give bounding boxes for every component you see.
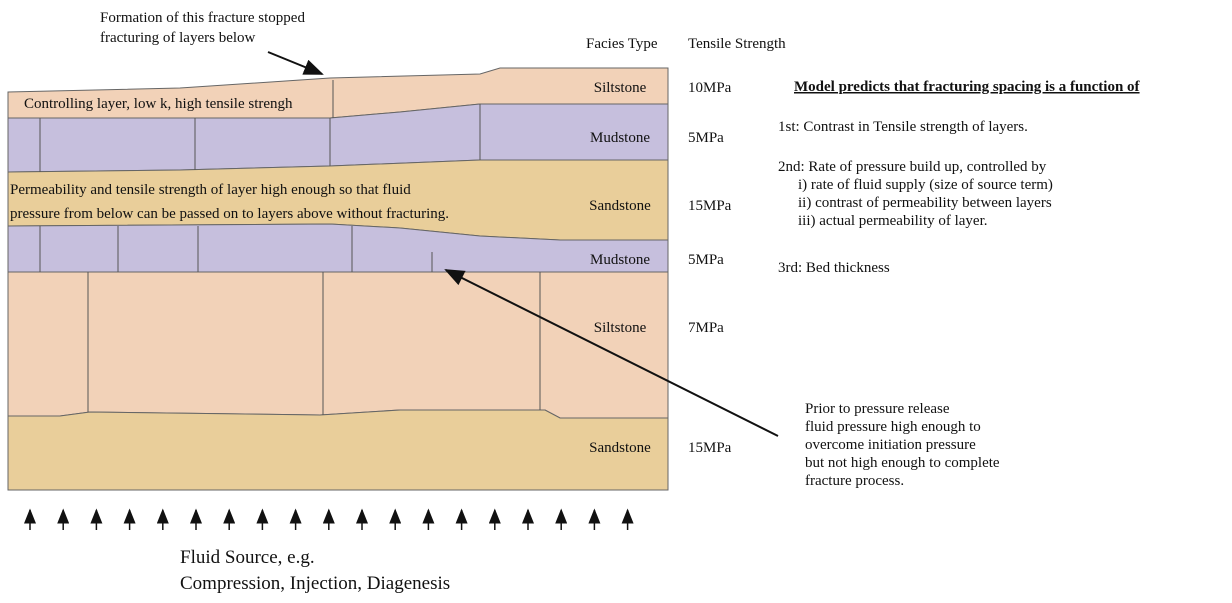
layer-sandstone <box>7 409 669 491</box>
model-item: 2nd: Rate of pressure build up, controll… <box>778 159 1047 175</box>
facies-label: Mudstone <box>590 130 650 146</box>
model-item: i) rate of fluid supply (size of source … <box>798 177 1053 193</box>
layer-note: Controlling layer, low k, high tensile s… <box>24 96 293 112</box>
annotation-right: but not high enough to complete <box>805 455 1000 471</box>
facies-label: Sandstone <box>589 198 651 214</box>
layer-labels: Siltstone 10MPa Controlling layer, low k, … <box>10 80 732 456</box>
facies-label: Siltstone <box>594 320 647 336</box>
annotation-right: fluid pressure high enough to <box>805 419 981 435</box>
strength-label: 7MPa <box>688 320 724 336</box>
fracture <box>39 104 481 172</box>
source: Compression, Injection, Diagenesis <box>180 573 450 594</box>
strength-label: 5MPa <box>688 252 724 268</box>
annotation-top: Formation of this fracture stopped <box>100 10 305 26</box>
header: Facies Type <box>586 36 658 52</box>
annotation-top: fracturing of layers below <box>100 30 256 46</box>
facies-label: Sandstone <box>589 440 651 456</box>
strength-label: 15MPa <box>688 440 732 456</box>
fractures <box>39 80 541 415</box>
strength-label: 10MPa <box>688 80 732 96</box>
model-title: Model predicts that fracturing spacing i… <box>794 79 1141 95</box>
model-item: 3rd: Bed thickness <box>778 260 890 276</box>
layer-note: Permeability and tensile strength of lay… <box>10 182 411 198</box>
fracture <box>39 226 433 272</box>
strength-label: 15MPa <box>688 198 732 214</box>
header: Tensile Strength <box>688 36 786 52</box>
layer-note: pressure from below can be passed on to … <box>10 206 449 222</box>
facies-label: Siltstone <box>594 80 647 96</box>
annotation-right: fracture process. <box>805 473 904 489</box>
model-item: iii) actual permeability of layer. <box>798 213 988 229</box>
model-item: ii) contrast of permeability between lay… <box>798 195 1052 211</box>
arrow <box>444 269 779 437</box>
layer-siltstone <box>7 271 669 419</box>
model-item: 1st: Contrast in Tensile strength of lay… <box>778 119 1028 135</box>
annotation-right: overcome initiation pressure <box>805 437 976 453</box>
facies-label: Mudstone <box>590 252 650 268</box>
annotation-right: Prior to pressure release <box>805 401 950 417</box>
fracture <box>87 272 541 415</box>
source-arrows <box>24 508 634 530</box>
arrow <box>267 51 324 75</box>
layers <box>7 67 669 491</box>
source: Fluid Source, e.g. <box>180 547 315 568</box>
strength-label: 5MPa <box>688 130 724 146</box>
